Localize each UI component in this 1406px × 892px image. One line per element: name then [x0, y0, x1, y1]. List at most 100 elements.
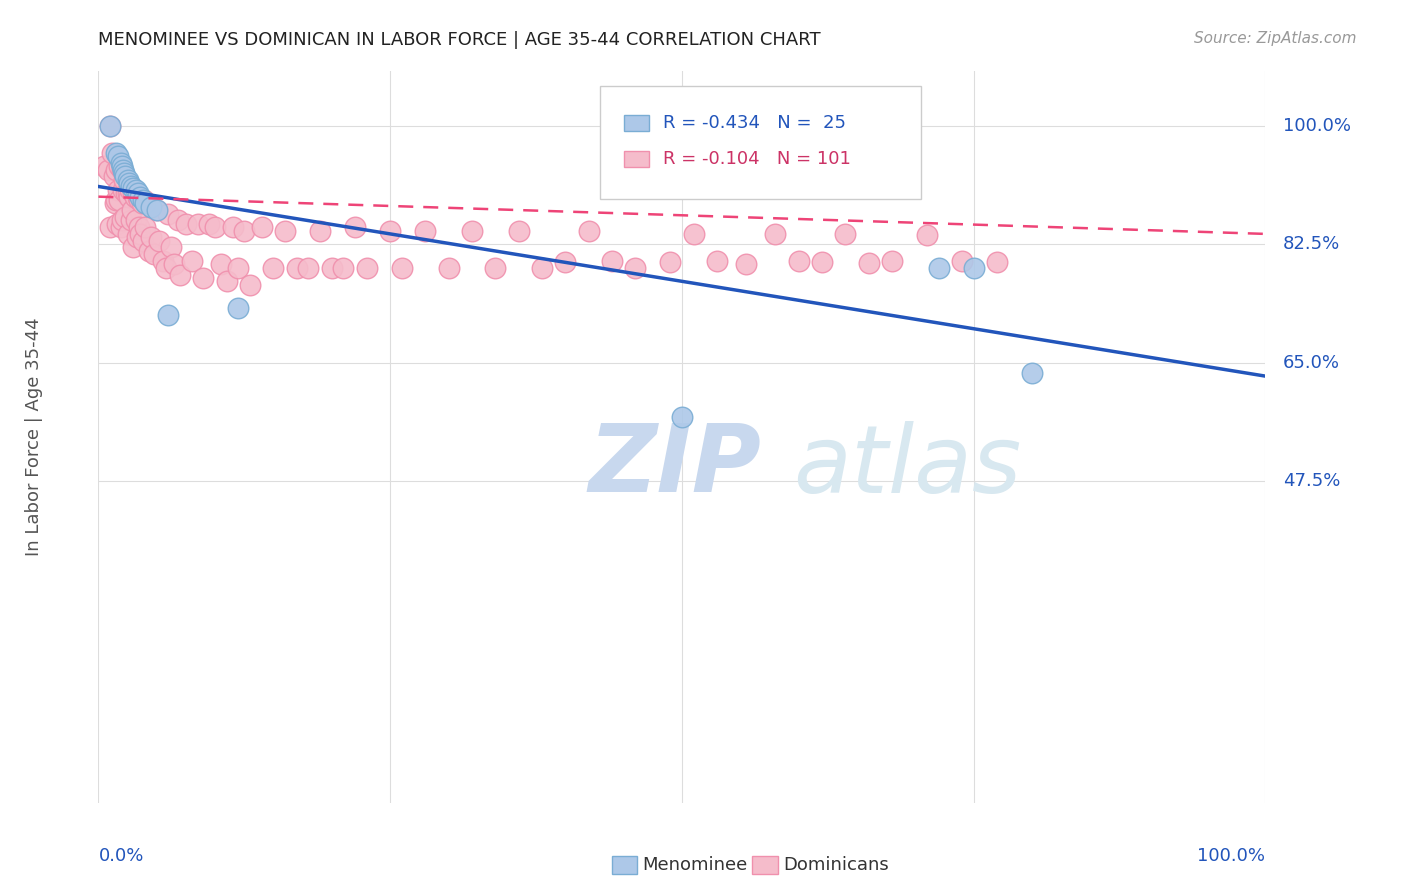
- Text: Dominicans: Dominicans: [783, 856, 889, 874]
- Point: [117, 227, 139, 241]
- Point: [98, 119, 121, 133]
- Text: 47.5%: 47.5%: [1282, 472, 1340, 490]
- Point: [110, 220, 132, 235]
- Point: [986, 255, 1008, 269]
- Point: [157, 308, 180, 322]
- Point: [129, 189, 152, 203]
- Point: [134, 196, 156, 211]
- Point: [104, 162, 127, 177]
- Point: [297, 260, 319, 275]
- Point: [118, 189, 141, 203]
- Point: [508, 223, 530, 237]
- Point: [391, 260, 413, 275]
- Point: [356, 260, 378, 275]
- Text: 82.5%: 82.5%: [1282, 235, 1340, 253]
- Point: [111, 162, 134, 177]
- Point: [101, 145, 124, 160]
- Point: [98, 220, 121, 235]
- Point: [209, 257, 232, 271]
- Point: [1021, 366, 1043, 380]
- Point: [127, 186, 149, 201]
- Point: [131, 196, 153, 211]
- Point: [169, 268, 191, 282]
- Point: [309, 223, 332, 237]
- Text: 100.0%: 100.0%: [1282, 117, 1351, 135]
- Point: [180, 254, 202, 268]
- Point: [114, 169, 136, 184]
- Point: [120, 213, 142, 227]
- Point: [198, 217, 221, 231]
- Point: [344, 220, 367, 235]
- Point: [117, 172, 139, 186]
- Text: MENOMINEE VS DOMINICAN IN LABOR FORCE | AGE 35-44 CORRELATION CHART: MENOMINEE VS DOMINICAN IN LABOR FORCE | …: [98, 31, 821, 49]
- Point: [118, 176, 141, 190]
- Point: [187, 217, 209, 231]
- Point: [107, 149, 129, 163]
- Point: [132, 193, 155, 207]
- Point: [163, 257, 186, 271]
- Point: [962, 260, 984, 275]
- Point: [146, 203, 169, 218]
- Point: [111, 159, 134, 173]
- Point: [461, 223, 484, 237]
- Point: [104, 145, 127, 160]
- Point: [484, 260, 506, 275]
- Point: [274, 223, 297, 237]
- Point: [228, 301, 250, 316]
- Text: In Labor Force | Age 35-44: In Labor Force | Age 35-44: [25, 318, 44, 557]
- Point: [834, 227, 856, 241]
- Text: R = -0.434   N =  25: R = -0.434 N = 25: [664, 113, 846, 131]
- Point: [950, 254, 973, 268]
- Point: [107, 183, 129, 197]
- Point: [174, 217, 197, 231]
- Point: [166, 213, 188, 227]
- Point: [115, 186, 138, 201]
- Point: [530, 260, 553, 275]
- Point: [104, 193, 127, 207]
- Point: [880, 254, 903, 268]
- Point: [285, 260, 308, 275]
- Point: [93, 159, 115, 173]
- Point: [915, 228, 938, 243]
- Point: [787, 254, 810, 268]
- Text: atlas: atlas: [793, 421, 1021, 512]
- Point: [624, 260, 647, 275]
- Point: [735, 257, 758, 271]
- Point: [659, 255, 682, 269]
- Text: 65.0%: 65.0%: [1282, 353, 1340, 372]
- Point: [114, 210, 136, 224]
- Point: [928, 260, 950, 275]
- Point: [108, 159, 131, 173]
- Point: [98, 119, 121, 133]
- Point: [124, 189, 146, 203]
- Point: [682, 227, 704, 241]
- Point: [262, 260, 284, 275]
- Point: [134, 220, 156, 235]
- Point: [135, 196, 157, 211]
- Point: [215, 274, 238, 288]
- Point: [332, 260, 354, 275]
- Point: [152, 254, 174, 268]
- Point: [437, 260, 460, 275]
- Point: [146, 203, 169, 218]
- Point: [129, 227, 152, 241]
- Point: [128, 220, 150, 235]
- FancyBboxPatch shape: [624, 151, 650, 167]
- Text: 0.0%: 0.0%: [98, 847, 143, 864]
- Point: [578, 223, 600, 237]
- Point: [103, 169, 125, 184]
- Point: [250, 220, 273, 235]
- Point: [104, 196, 127, 211]
- Point: [706, 254, 728, 268]
- Point: [239, 277, 262, 292]
- FancyBboxPatch shape: [600, 86, 921, 200]
- Point: [554, 255, 576, 269]
- Point: [143, 247, 166, 261]
- Point: [233, 223, 256, 237]
- Point: [221, 220, 243, 235]
- Point: [118, 183, 141, 197]
- Point: [112, 166, 135, 180]
- FancyBboxPatch shape: [624, 114, 650, 130]
- Point: [148, 234, 170, 248]
- Text: Menominee: Menominee: [643, 856, 748, 874]
